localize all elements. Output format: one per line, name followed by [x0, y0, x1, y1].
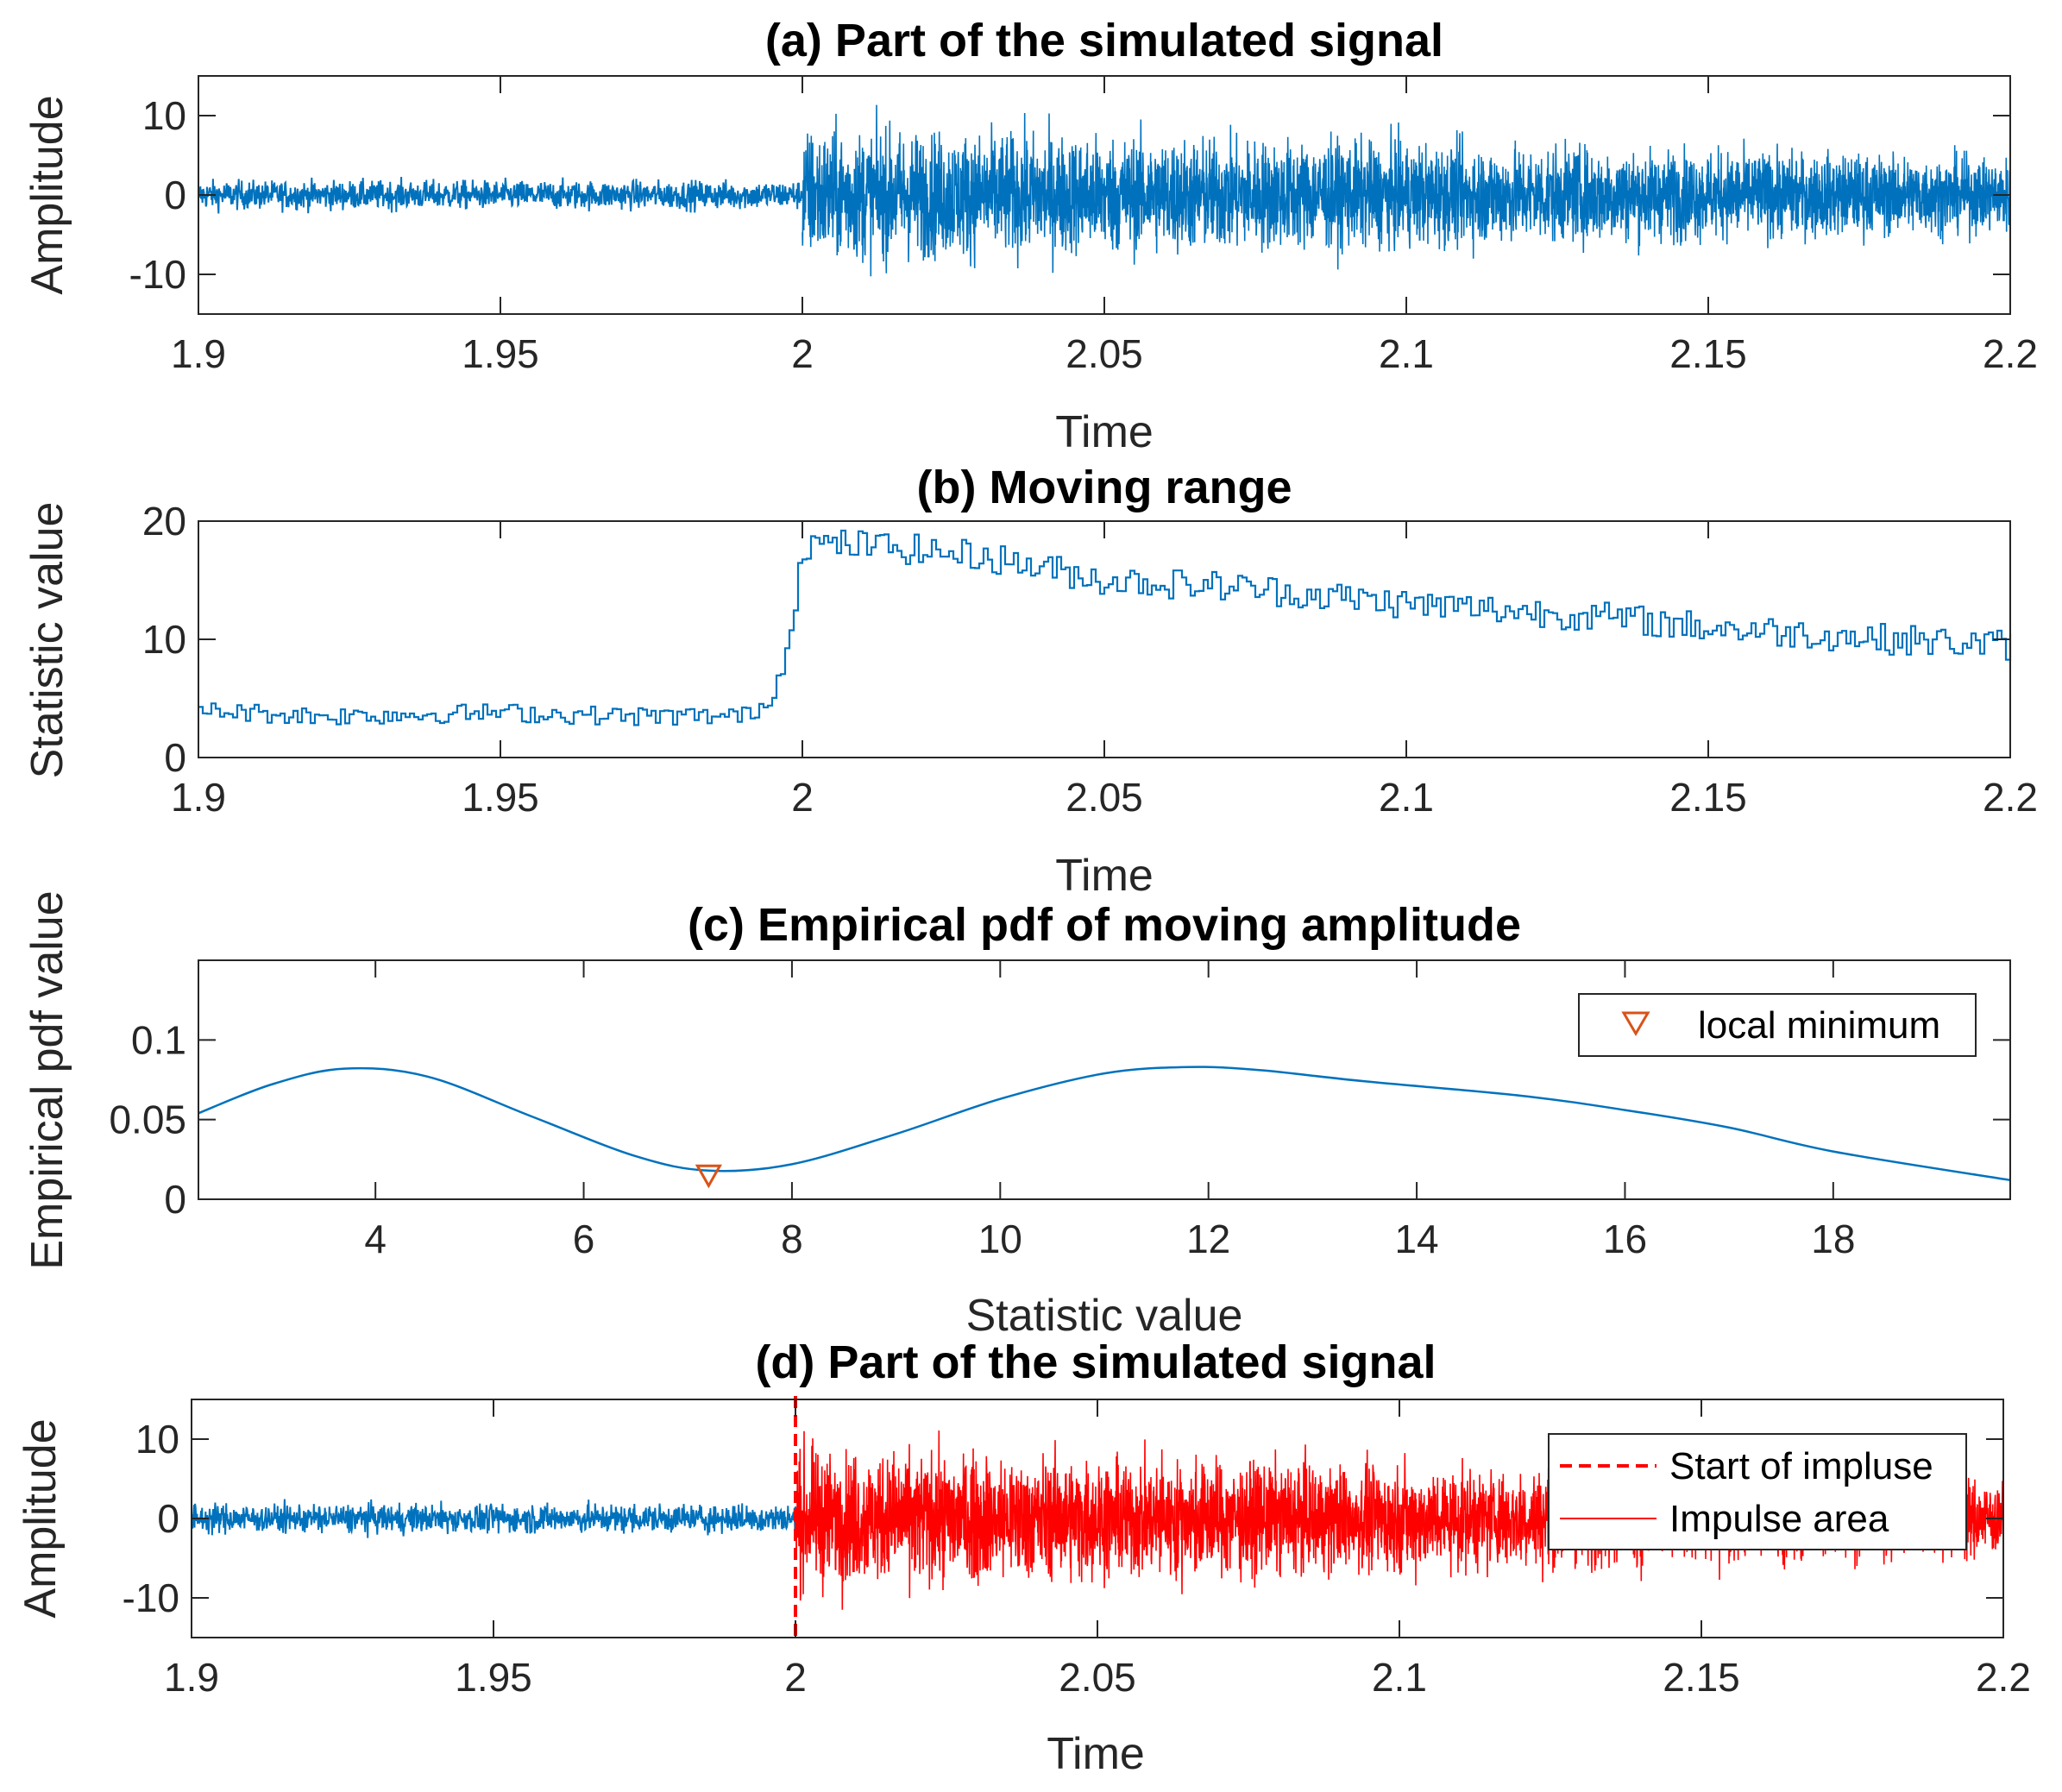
y-tick-label: 20	[142, 499, 186, 544]
panel-c-empirical-pdf: (c) Empirical pdf of moving amplitude 4 6…	[22, 890, 2011, 1341]
panel-d-legend-start: Start of impluse	[1669, 1445, 1933, 1487]
x-tick-label: 2.1	[1372, 1655, 1427, 1700]
panel-d-legend-impulse: Impulse area	[1669, 1498, 1889, 1540]
panel-b-yticks: 0 10 20	[142, 499, 2010, 780]
panel-d-yticks: -10 0 10	[123, 1417, 2003, 1620]
panel-c-title: (c) Empirical pdf of moving amplitude	[688, 899, 1521, 951]
x-tick-label: 18	[1811, 1217, 1855, 1261]
x-tick-label: 2	[791, 331, 814, 376]
panel-a-plot-area	[198, 104, 2011, 277]
x-tick-label: 2.2	[1983, 775, 2038, 820]
x-tick-label: 4	[364, 1217, 387, 1261]
x-tick-label: 1.95	[462, 331, 539, 376]
panel-c-axes-box	[198, 959, 2011, 1200]
y-tick-label: 0	[157, 1496, 179, 1541]
panel-a-yticks: -10 0 10	[129, 93, 2010, 297]
moving-range-line	[198, 529, 2012, 726]
panel-b-moving-range: (b) Moving range 1.9 1.95 2 2.05 2.1 2.15 2.2 …	[22, 462, 2038, 901]
x-tick-label: 12	[1186, 1217, 1230, 1261]
x-tick-label: 2.15	[1663, 1655, 1740, 1700]
y-tick-label: 0	[164, 173, 186, 217]
local-minimum-marker	[695, 1164, 722, 1189]
panel-c-xlabel: Statistic value	[966, 1291, 1243, 1341]
panel-c-yticks: 0 0.05 0.1	[109, 1017, 2010, 1222]
x-tick-label: 1.95	[455, 1655, 532, 1700]
x-tick-label: 2.1	[1379, 331, 1434, 376]
panel-c-legend-box	[1578, 993, 1977, 1057]
panel-a-title: (a) Part of the simulated signal	[765, 15, 1443, 66]
x-tick-label: 14	[1394, 1217, 1438, 1261]
panel-c-plot-area	[198, 1066, 2011, 1189]
panel-d-xlabel: Time	[1047, 1729, 1145, 1779]
x-tick-label: 8	[781, 1217, 803, 1261]
x-tick-label: 2.1	[1379, 775, 1434, 820]
y-tick-label: 0	[164, 735, 186, 780]
panel-a-xticks: 1.9 1.95 2 2.05 2.1 2.15 2.2	[171, 76, 2038, 376]
x-tick-label: 1.9	[171, 331, 226, 376]
y-tick-label: 0.05	[109, 1097, 186, 1142]
legend-triangle-icon	[1621, 1011, 1650, 1036]
panel-d-ylabel: Amplitude	[16, 1418, 66, 1618]
x-tick-label: 2.15	[1669, 775, 1747, 820]
x-tick-label: 2.05	[1066, 331, 1143, 376]
x-tick-label: 2.2	[1976, 1655, 2031, 1700]
panel-b-plot-area	[198, 529, 2012, 726]
panel-a-ylabel: Amplitude	[22, 95, 72, 294]
x-tick-label: 1.95	[462, 775, 539, 820]
x-tick-label: 1.9	[171, 775, 226, 820]
pre-impulse-signal-line	[191, 1499, 796, 1538]
panel-a-signal: (a) Part of the simulated signal 1.9 1.95…	[22, 15, 2038, 457]
panel-d-title: (d) Part of the simulated signal	[755, 1336, 1436, 1388]
panel-b-xticks: 1.9 1.95 2 2.05 2.1 2.15 2.2	[171, 521, 2038, 820]
x-tick-label: 2.2	[1983, 331, 2038, 376]
panel-b-xlabel: Time	[1055, 851, 1154, 901]
panel-c-legend: local minimum	[1578, 993, 1977, 1057]
impulse-signal-line	[802, 104, 2011, 277]
panel-d-legend: Start of impluse Impulse area	[1548, 1433, 1967, 1550]
x-tick-label: 2.05	[1066, 775, 1143, 820]
panel-b-title: (b) Moving range	[917, 462, 1292, 513]
y-tick-label: 0	[164, 1177, 186, 1222]
y-tick-label: -10	[129, 252, 186, 297]
x-tick-label: 2.15	[1669, 331, 1747, 376]
panel-d-signal-impulse: (d) Part of the simulated signal 1.9 1.95…	[16, 1336, 2031, 1779]
pdf-curve-line	[198, 1066, 2011, 1182]
panel-c-xticks: 4 6 8 10 12 14 16 18	[364, 960, 1855, 1261]
x-tick-label: 2	[784, 1655, 807, 1700]
y-tick-label: -10	[123, 1575, 179, 1620]
panel-b-ylabel: Statistic value	[22, 502, 72, 779]
panel-c-legend-label: local minimum	[1698, 1004, 1940, 1047]
panel-a-xlabel: Time	[1055, 407, 1154, 457]
y-tick-label: 10	[142, 93, 186, 138]
x-tick-label: 16	[1603, 1217, 1647, 1261]
x-tick-label: 2	[791, 775, 814, 820]
y-tick-label: 0.1	[131, 1017, 186, 1062]
x-tick-label: 1.9	[164, 1655, 219, 1700]
x-tick-label: 2.05	[1059, 1655, 1136, 1700]
x-tick-label: 6	[573, 1217, 595, 1261]
panel-d-legend-box	[1548, 1433, 1967, 1550]
pre-impulse-signal-line	[198, 176, 803, 214]
y-tick-label: 10	[142, 617, 186, 662]
x-tick-label: 10	[978, 1217, 1022, 1261]
y-tick-label: 10	[135, 1417, 179, 1462]
panel-d-xticks: 1.9 1.95 2 2.05 2.1 2.15 2.2	[164, 1399, 2031, 1700]
panel-c-ylabel: Empirical pdf value	[22, 890, 72, 1269]
